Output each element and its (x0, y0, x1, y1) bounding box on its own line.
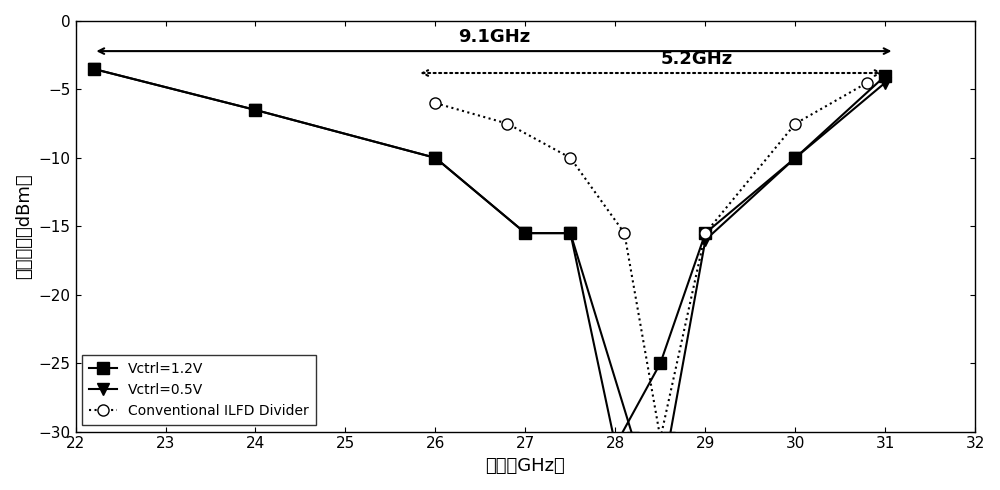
Vctrl=0.5V (789, 155, 801, 161)
Conventional ILFD Divider (429, 100, 441, 106)
Vctrl=0.5V (564, 230, 576, 236)
Text: 9.1GHz: 9.1GHz (458, 27, 530, 46)
Vctrl=1.2V (789, 155, 801, 161)
Conventional ILFD Divider (654, 436, 666, 441)
Vctrl=1.2V (654, 360, 666, 366)
Vctrl=0.5V (249, 107, 261, 113)
Vctrl=0.5V (663, 436, 675, 441)
Text: 5.2GHz: 5.2GHz (660, 49, 733, 68)
Conventional ILFD Divider (789, 121, 801, 126)
Vctrl=0.5V (627, 436, 639, 441)
Line: Vctrl=0.5V: Vctrl=0.5V (88, 63, 891, 444)
Legend: Vctrl=1.2V, Vctrl=0.5V, Conventional ILFD Divider: Vctrl=1.2V, Vctrl=0.5V, Conventional ILF… (82, 355, 316, 425)
Vctrl=1.2V (88, 66, 100, 72)
Vctrl=0.5V (429, 155, 441, 161)
Vctrl=0.5V (519, 230, 531, 236)
Vctrl=1.2V (609, 442, 621, 448)
Conventional ILFD Divider (501, 121, 513, 126)
Vctrl=1.2V (699, 230, 711, 236)
Vctrl=0.5V (699, 237, 711, 243)
Vctrl=1.2V (429, 155, 441, 161)
Conventional ILFD Divider (699, 230, 711, 236)
Vctrl=0.5V (88, 66, 100, 72)
Conventional ILFD Divider (618, 230, 630, 236)
Vctrl=1.2V (519, 230, 531, 236)
Vctrl=1.2V (249, 107, 261, 113)
Conventional ILFD Divider (861, 80, 873, 86)
Vctrl=1.2V (879, 73, 891, 79)
Vctrl=0.5V (879, 80, 891, 86)
Y-axis label: 输入功率（dBm）: 输入功率（dBm） (15, 173, 33, 279)
Line: Vctrl=1.2V: Vctrl=1.2V (88, 63, 891, 451)
Line: Conventional ILFD Divider: Conventional ILFD Divider (430, 77, 873, 444)
X-axis label: 频率（GHz）: 频率（GHz） (486, 457, 565, 475)
Vctrl=1.2V (564, 230, 576, 236)
Conventional ILFD Divider (564, 155, 576, 161)
